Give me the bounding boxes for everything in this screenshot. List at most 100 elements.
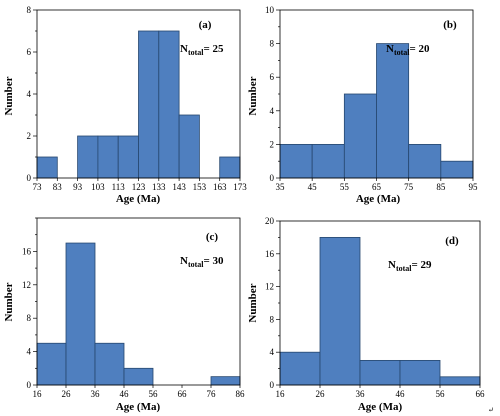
x-tick-label: 83 bbox=[53, 182, 63, 192]
histogram-bar bbox=[97, 135, 119, 179]
return-mark: ↵ bbox=[488, 406, 494, 414]
y-tick-label: 8 bbox=[270, 39, 275, 49]
y-axis-label: Number bbox=[247, 283, 259, 322]
y-tick-label: 12 bbox=[265, 282, 274, 292]
x-tick-label: 55 bbox=[340, 182, 350, 192]
y-tick-label: 12 bbox=[22, 280, 31, 290]
histogram-bar bbox=[117, 135, 139, 179]
x-tick-label: 173 bbox=[233, 182, 247, 192]
x-axis-label: Age (Ma) bbox=[358, 401, 403, 413]
x-tick-label: 153 bbox=[193, 182, 207, 192]
x-tick-label: 85 bbox=[436, 182, 446, 192]
y-tick-label: 2 bbox=[27, 131, 32, 141]
x-tick-label: 26 bbox=[316, 389, 326, 399]
y-tick-label: 8 bbox=[270, 314, 275, 324]
histogram-bar bbox=[399, 359, 441, 386]
y-tick-label: 16 bbox=[265, 249, 275, 259]
panel-label: (b) bbox=[443, 19, 457, 31]
x-tick-label: 36 bbox=[91, 389, 101, 399]
y-tick-label: 4 bbox=[270, 347, 275, 357]
histogram-bar bbox=[343, 93, 377, 179]
panel-c: 0 4 8 12 16 16 26 36 46 56 66 76 86 Age (Ma) Number (c)… bbox=[3, 217, 246, 413]
x-tick-label: 113 bbox=[112, 182, 126, 192]
y-tick-label: 16 bbox=[22, 246, 32, 256]
x-tick-label: 36 bbox=[356, 389, 366, 399]
y-tick-label: 8 bbox=[27, 5, 32, 15]
y-tick-label: 6 bbox=[270, 72, 275, 82]
histogram-bar bbox=[279, 143, 313, 179]
y-tick-label: 0 bbox=[270, 380, 275, 390]
panel-a: 0 2 4 6 8 73 83 93 103 113 123 133 143 153 163 173 Age (… bbox=[3, 5, 247, 205]
histogram-bar bbox=[359, 359, 401, 386]
histogram-bar bbox=[408, 143, 442, 179]
y-axis-label: Number bbox=[3, 282, 15, 321]
x-tick-label: 16 bbox=[33, 389, 43, 399]
panel-b: 0 2 4 6 8 10 35 45 55 65 75 85 95 Age (Ma) Number (b) Nt… bbox=[247, 5, 478, 205]
n-total-annotation: Ntotal= 30 bbox=[180, 255, 224, 269]
histogram-bar bbox=[65, 242, 96, 386]
y-tick-label: 10 bbox=[265, 5, 275, 15]
histogram-bar bbox=[158, 30, 180, 179]
histogram-bar bbox=[94, 342, 125, 386]
histogram-bar bbox=[123, 367, 154, 386]
x-tick-label: 16 bbox=[276, 389, 286, 399]
x-tick-label: 75 bbox=[404, 182, 414, 192]
y-tick-label: 4 bbox=[27, 347, 32, 357]
y-tick-label: 8 bbox=[27, 313, 32, 323]
y-tick-label: 20 bbox=[265, 216, 275, 226]
y-tick-label: 2 bbox=[270, 139, 275, 149]
y-tick-label: 0 bbox=[27, 173, 32, 183]
histogram-bar bbox=[36, 342, 67, 386]
y-axis-label: Number bbox=[247, 76, 259, 115]
histogram-bar bbox=[138, 30, 160, 179]
y-tick-label: 4 bbox=[270, 106, 275, 116]
x-tick-label: 46 bbox=[120, 389, 130, 399]
x-tick-label: 73 bbox=[33, 182, 43, 192]
n-total-annotation: Ntotal= 25 bbox=[180, 43, 224, 57]
x-tick-label: 76 bbox=[207, 389, 217, 399]
panel-label: (d) bbox=[445, 235, 459, 247]
y-tick-label: 0 bbox=[270, 173, 275, 183]
x-tick-label: 66 bbox=[178, 389, 188, 399]
x-axis-label: Age (Ma) bbox=[116, 401, 161, 413]
x-axis-label: Age (Ma) bbox=[356, 193, 401, 205]
n-total-annotation: Ntotal= 20 bbox=[386, 43, 430, 57]
x-tick-label: 95 bbox=[469, 182, 479, 192]
n-total-annotation: Ntotal= 29 bbox=[388, 259, 432, 273]
panel-label: (c) bbox=[206, 231, 219, 243]
histogram-bar bbox=[36, 156, 58, 179]
x-tick-label: 86 bbox=[236, 389, 246, 399]
x-tick-label: 123 bbox=[132, 182, 146, 192]
histogram-bar bbox=[440, 160, 474, 179]
x-tick-label: 35 bbox=[276, 182, 286, 192]
histogram-bar bbox=[311, 143, 345, 179]
x-axis-label: Age (Ma) bbox=[116, 193, 161, 205]
histogram-bar bbox=[439, 376, 481, 386]
histogram-bar bbox=[77, 135, 99, 179]
x-tick-label: 56 bbox=[149, 389, 159, 399]
panel-label: (a) bbox=[199, 19, 212, 31]
x-tick-label: 163 bbox=[213, 182, 227, 192]
x-tick-label: 46 bbox=[396, 389, 406, 399]
x-tick-label: 103 bbox=[91, 182, 105, 192]
x-tick-label: 56 bbox=[436, 389, 446, 399]
x-tick-label: 66 bbox=[476, 389, 486, 399]
histogram-bar bbox=[178, 114, 200, 179]
x-tick-label: 93 bbox=[73, 182, 83, 192]
histogram-bar bbox=[376, 43, 410, 179]
x-tick-label: 26 bbox=[62, 389, 72, 399]
y-tick-label: 4 bbox=[27, 89, 32, 99]
histogram-bar bbox=[319, 236, 361, 386]
histogram-bar bbox=[279, 351, 321, 386]
x-tick-label: 143 bbox=[172, 182, 186, 192]
histogram-bar bbox=[210, 376, 241, 386]
y-axis-label: Number bbox=[3, 76, 15, 115]
x-tick-label: 133 bbox=[152, 182, 166, 192]
x-tick-label: 65 bbox=[372, 182, 382, 192]
y-tick-label: 6 bbox=[27, 47, 32, 57]
panel-d: 0 4 8 12 16 20 16 26 36 46 56 66 Age (Ma) Number (d) Nt… bbox=[247, 216, 485, 413]
x-tick-label: 45 bbox=[308, 182, 318, 192]
y-tick-label: 0 bbox=[27, 380, 32, 390]
histogram-bar bbox=[219, 156, 241, 179]
